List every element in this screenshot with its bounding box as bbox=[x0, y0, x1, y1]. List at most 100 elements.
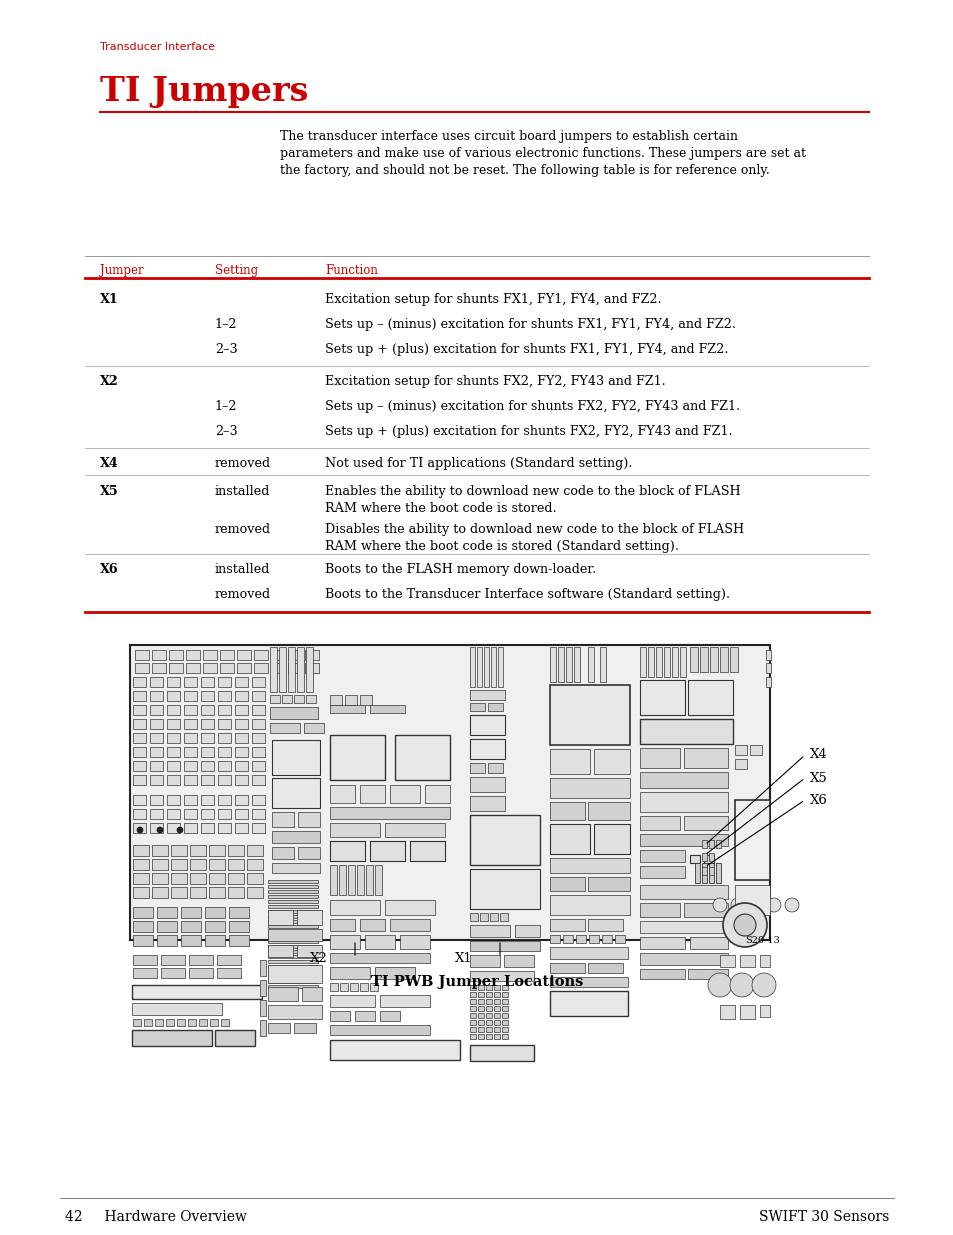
Bar bbox=[201, 809, 213, 819]
Bar bbox=[272, 847, 294, 860]
Bar bbox=[234, 809, 248, 819]
Bar bbox=[132, 887, 149, 898]
Text: TI Jumpers: TI Jumpers bbox=[100, 75, 308, 107]
Bar bbox=[734, 760, 746, 769]
Bar bbox=[132, 845, 149, 856]
Bar bbox=[470, 1028, 476, 1032]
Bar bbox=[252, 692, 265, 701]
Bar bbox=[470, 999, 476, 1004]
Bar bbox=[132, 776, 146, 785]
Bar bbox=[294, 1023, 315, 1032]
Bar bbox=[184, 776, 196, 785]
Bar bbox=[268, 890, 317, 893]
Bar bbox=[639, 647, 645, 677]
Bar bbox=[497, 647, 502, 687]
Bar bbox=[687, 969, 727, 979]
Bar bbox=[218, 734, 231, 743]
Bar bbox=[218, 823, 231, 832]
Bar bbox=[177, 1019, 185, 1026]
Circle shape bbox=[748, 898, 762, 911]
Bar bbox=[760, 1005, 769, 1016]
Bar bbox=[203, 663, 216, 673]
Bar bbox=[375, 864, 381, 895]
Bar bbox=[359, 919, 385, 931]
Bar bbox=[306, 647, 313, 692]
Bar bbox=[161, 968, 185, 978]
Bar bbox=[550, 990, 627, 1016]
Bar bbox=[708, 840, 713, 848]
Bar bbox=[639, 885, 727, 899]
Bar bbox=[268, 974, 317, 978]
Bar bbox=[379, 1011, 399, 1021]
Bar bbox=[210, 1019, 218, 1026]
Bar bbox=[399, 935, 430, 948]
Bar bbox=[184, 761, 196, 771]
Bar bbox=[470, 925, 510, 937]
Bar bbox=[268, 930, 317, 932]
Bar bbox=[268, 986, 317, 988]
Bar bbox=[701, 867, 706, 876]
Bar bbox=[130, 645, 769, 940]
Text: removed: removed bbox=[214, 522, 271, 536]
Bar bbox=[708, 853, 713, 861]
Bar bbox=[221, 1019, 229, 1026]
Bar bbox=[470, 815, 539, 864]
Bar bbox=[234, 747, 248, 757]
Bar bbox=[330, 841, 365, 861]
Bar bbox=[150, 747, 163, 757]
Bar bbox=[150, 809, 163, 819]
Circle shape bbox=[729, 973, 753, 997]
Bar bbox=[330, 983, 337, 990]
Bar bbox=[272, 863, 319, 873]
Bar bbox=[184, 677, 196, 687]
Bar bbox=[201, 692, 213, 701]
Bar bbox=[488, 763, 502, 773]
Bar bbox=[330, 1025, 430, 1035]
Bar bbox=[716, 863, 720, 883]
Bar bbox=[132, 1019, 141, 1026]
Bar bbox=[201, 734, 213, 743]
Bar bbox=[190, 887, 206, 898]
Bar bbox=[639, 748, 679, 768]
Bar bbox=[485, 999, 492, 1004]
Bar bbox=[499, 913, 507, 921]
Bar bbox=[234, 734, 248, 743]
Bar bbox=[132, 809, 146, 819]
Bar bbox=[330, 785, 355, 803]
Bar bbox=[268, 895, 317, 898]
Bar bbox=[132, 955, 157, 965]
Bar bbox=[184, 719, 196, 729]
Bar bbox=[161, 955, 185, 965]
Bar bbox=[132, 921, 152, 932]
Bar bbox=[218, 692, 231, 701]
Bar bbox=[234, 719, 248, 729]
Text: Sets up + (plus) excitation for shunts FX1, FY1, FY4, and FZ2.: Sets up + (plus) excitation for shunts F… bbox=[325, 343, 728, 356]
Circle shape bbox=[730, 898, 744, 911]
Text: removed: removed bbox=[214, 457, 271, 471]
Bar bbox=[296, 910, 322, 925]
Bar bbox=[268, 1005, 322, 1019]
Circle shape bbox=[784, 898, 799, 911]
Text: Sets up + (plus) excitation for shunts FX2, FY2, FY43 and FZ1.: Sets up + (plus) excitation for shunts F… bbox=[325, 425, 732, 438]
Bar bbox=[152, 650, 166, 659]
Bar bbox=[272, 778, 319, 808]
Bar bbox=[201, 747, 213, 757]
Bar bbox=[253, 650, 268, 659]
Bar bbox=[157, 935, 177, 946]
Bar bbox=[339, 983, 348, 990]
Bar bbox=[268, 910, 317, 913]
Bar bbox=[639, 772, 727, 788]
Text: 42     Hardware Overview: 42 Hardware Overview bbox=[65, 1210, 247, 1224]
Circle shape bbox=[137, 827, 143, 832]
Bar bbox=[270, 647, 276, 692]
Bar bbox=[228, 873, 244, 884]
Bar bbox=[189, 968, 213, 978]
Bar bbox=[268, 965, 322, 983]
Bar bbox=[169, 650, 183, 659]
Bar bbox=[132, 761, 146, 771]
Text: Enables the ability to download new code to the block of FLASH: Enables the ability to download new code… bbox=[325, 485, 740, 498]
Bar bbox=[587, 802, 629, 820]
Bar bbox=[639, 719, 732, 743]
Bar bbox=[260, 960, 266, 976]
Bar bbox=[501, 1013, 507, 1018]
